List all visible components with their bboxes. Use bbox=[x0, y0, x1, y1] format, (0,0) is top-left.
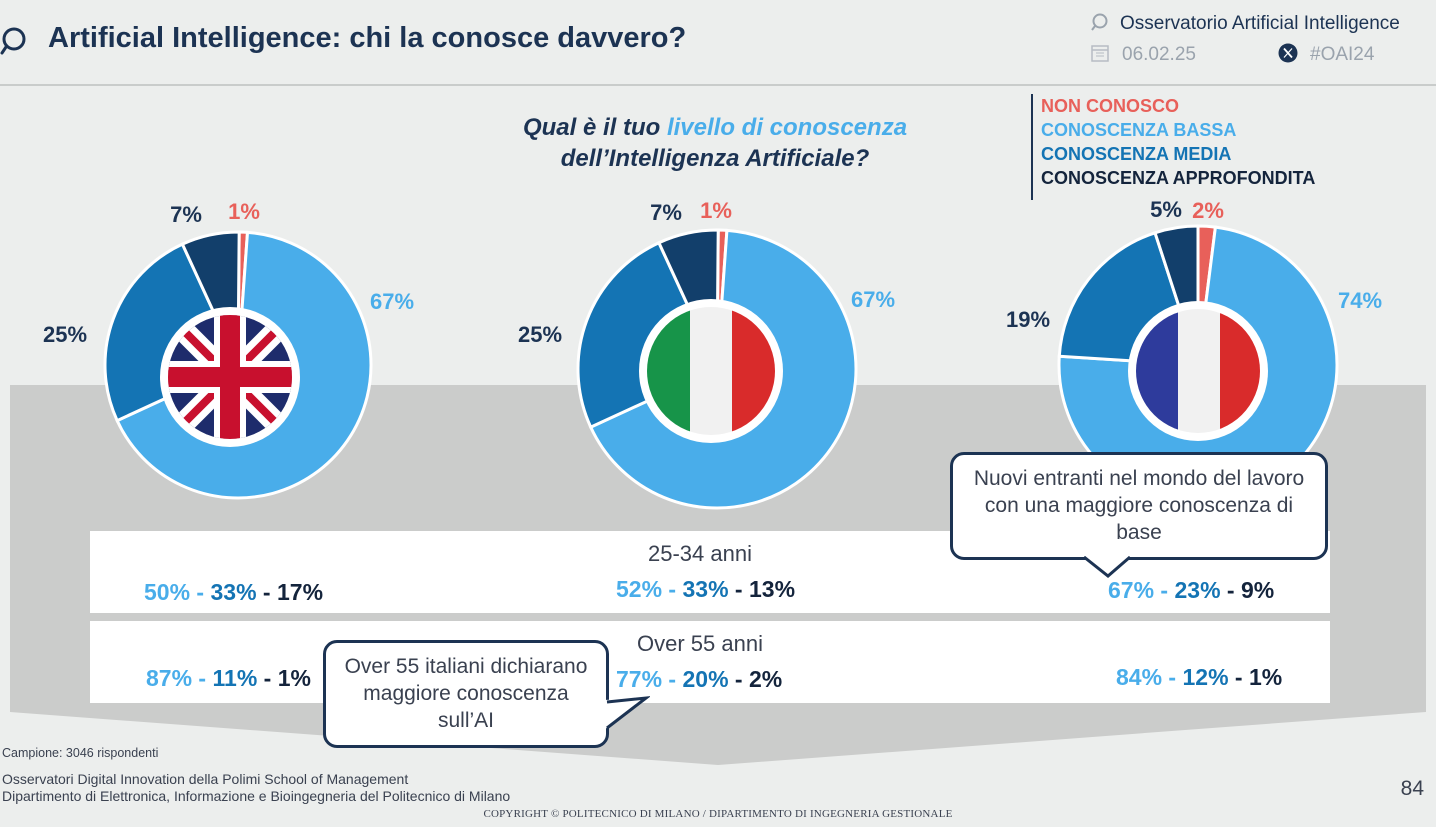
france-flag bbox=[1128, 301, 1268, 441]
survey-question: Qual è il tuo livello di conoscenza dell… bbox=[470, 112, 960, 174]
age-row-title: 25-34 anni bbox=[648, 541, 752, 566]
data-label-uk-approfondita: 7% bbox=[170, 202, 202, 227]
data-label-italy-non-conosco: 1% bbox=[700, 198, 732, 223]
source-row: Osservatorio Artificial Intelligence bbox=[1090, 12, 1400, 35]
legend-item-media: CONOSCENZA MEDIA bbox=[1041, 144, 1232, 164]
date-row: 06.02.25 bbox=[1090, 43, 1196, 66]
stat-uk-over-55: 87% - 11% - 1% bbox=[146, 665, 311, 691]
chart-legend: NON CONOSCO CONOSCENZA BASSA CONOSCENZA … bbox=[1031, 94, 1315, 200]
stat-it-25-34: 52% - 33% - 13% bbox=[616, 576, 796, 602]
question-highlight: livello di conoscenza bbox=[666, 114, 908, 141]
stat-fr-over-55: 84% - 12% - 1% bbox=[1116, 664, 1283, 690]
calendar-icon bbox=[1091, 45, 1109, 62]
data-label-italy-approfondita: 7% bbox=[650, 200, 682, 225]
page-title: Artificial Intelligence: chi la conosce … bbox=[48, 22, 687, 54]
question-part1: Qual è il tuo bbox=[522, 114, 667, 141]
age-row-over-55: Over 55 anni 87% - 11% - 1% 77% - 20% - … bbox=[90, 621, 1330, 703]
callout-france-tail bbox=[1083, 556, 1131, 578]
data-label-france-media: 19% bbox=[1006, 307, 1050, 332]
search-bubble-icon bbox=[0, 27, 26, 55]
uk-flag bbox=[160, 307, 300, 447]
callout-france: Nuovi entranti nel mondo del lavoro con … bbox=[950, 452, 1328, 560]
data-label-france-non-conosco: 2% bbox=[1192, 198, 1224, 223]
search-bubble-small-icon bbox=[1091, 13, 1108, 31]
callout-italy-tail bbox=[604, 696, 650, 730]
source-label: Osservatorio Artificial Intelligence bbox=[1120, 13, 1400, 34]
hashtag-row: #OAI24 bbox=[1278, 43, 1374, 66]
data-label-uk-non-conosco: 1% bbox=[228, 199, 260, 224]
stat-fr-25-34: 67% - 23% - 9% bbox=[1108, 577, 1275, 603]
sample-note: Campione: 3046 rispondenti bbox=[2, 746, 159, 760]
legend-item-non-conosco: NON CONOSCO bbox=[1041, 96, 1180, 116]
legend-item-bassa: CONOSCENZA BASSA bbox=[1041, 120, 1237, 140]
data-label-france-approfondita: 5% bbox=[1150, 197, 1182, 222]
data-label-uk-bassa: 67% bbox=[370, 289, 414, 314]
question-part2: dell’Intelligenza Artificiale? bbox=[560, 145, 870, 172]
hashtag-label: #OAI24 bbox=[1310, 44, 1375, 65]
italy-flag bbox=[639, 299, 783, 443]
data-label-italy-media: 25% bbox=[518, 322, 562, 347]
page-number: 84 bbox=[1400, 777, 1424, 800]
data-label-uk-media: 25% bbox=[43, 322, 87, 347]
data-label-italy-bassa: 67% bbox=[851, 287, 895, 312]
copyright: COPYRIGHT © POLITECNICO DI MILANO / DIPA… bbox=[483, 808, 953, 820]
donut-charts: 1% 67% 25% 7% 1% 67% 25% 7% 2% 74% 19% 5% bbox=[43, 197, 1382, 510]
header-divider bbox=[0, 84, 1436, 86]
data-label-france-bassa: 74% bbox=[1338, 288, 1382, 313]
legend-item-approfondita: CONOSCENZA APPROFONDITA bbox=[1041, 168, 1316, 188]
footer-line1: Osservatori Digital Innovation della Pol… bbox=[2, 771, 409, 787]
callout-italy: Over 55 italiani dichiarano maggiore con… bbox=[323, 640, 609, 748]
stat-it-over-55: 77% - 20% - 2% bbox=[616, 666, 783, 692]
x-logo-icon bbox=[1278, 43, 1298, 63]
stat-uk-25-34: 50% - 33% - 17% bbox=[144, 579, 324, 605]
date-label: 06.02.25 bbox=[1122, 44, 1196, 65]
footer-line2: Dipartimento di Elettronica, Informazion… bbox=[2, 788, 511, 804]
age-row-title: Over 55 anni bbox=[637, 631, 763, 656]
